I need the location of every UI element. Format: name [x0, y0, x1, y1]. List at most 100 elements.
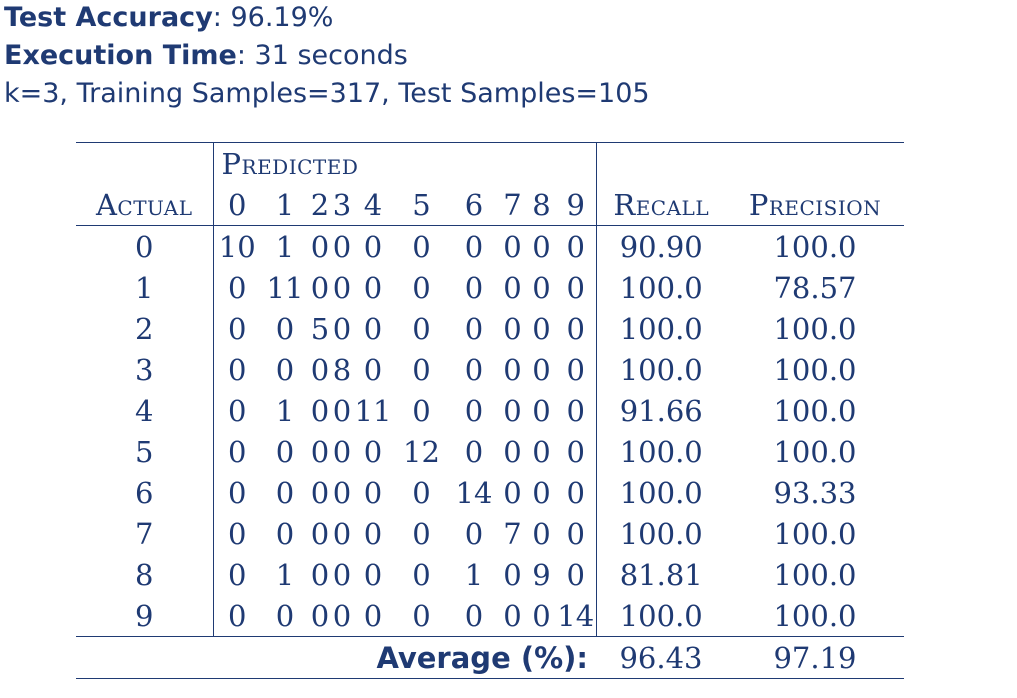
predicted-class-header: 2 — [310, 187, 330, 222]
count-cell: 0 — [503, 598, 522, 633]
count-cell: 0 — [363, 475, 383, 510]
count-cell: 0 — [412, 311, 431, 346]
count-cell: 0 — [310, 598, 330, 633]
average-recall: 96.43 — [596, 636, 726, 679]
test-accuracy-label: Test Accuracy — [4, 2, 213, 33]
count-cell: 0 — [331, 225, 353, 267]
count-cell: 0 — [532, 270, 551, 305]
precision-cell: 100.0 — [773, 393, 857, 428]
predicted-class-header: 9 — [566, 187, 585, 222]
predicted-class-header: 6 — [464, 187, 484, 222]
count-cell: 0 — [275, 516, 295, 551]
count-cell: 0 — [212, 267, 261, 308]
count-cell: 0 — [532, 393, 551, 428]
count-cell: 0 — [332, 393, 352, 428]
count-cell: 0 — [212, 349, 261, 390]
predicted-header: Predicted — [212, 142, 596, 184]
precision-cell: 100.0 — [773, 598, 857, 633]
precision-header: Precision — [748, 187, 882, 222]
count-cell: 0 — [353, 225, 393, 267]
count-cell: 0 — [363, 516, 383, 551]
recall-header: Recall — [595, 184, 726, 226]
count-cell: 14 — [455, 475, 493, 510]
recall-cell: 100.0 — [595, 513, 726, 554]
count-cell: 0 — [566, 311, 585, 346]
count-cell: 0 — [464, 270, 484, 305]
precision-cell: 100.0 — [773, 557, 857, 592]
count-cell: 0 — [556, 225, 596, 267]
count-cell: 0 — [503, 557, 522, 592]
precision-cell: 100.0 — [773, 311, 857, 346]
predicted-class-header: 7 — [503, 187, 522, 222]
count-cell: 0 — [212, 595, 261, 637]
precision-cell: 78.57 — [773, 270, 857, 305]
count-cell: 0 — [412, 557, 431, 592]
count-cell: 0 — [464, 598, 484, 633]
predicted-class-header: 0 — [212, 184, 261, 226]
count-cell: 0 — [332, 434, 352, 469]
table-row: 7 0 0 0 0 0 0 0 7 0 0 100.0 100.0 — [76, 513, 904, 554]
count-cell: 0 — [363, 311, 383, 346]
count-cell: 0 — [332, 516, 352, 551]
count-cell: 0 — [332, 557, 352, 592]
count-cell: 0 — [464, 393, 484, 428]
count-cell: 0 — [275, 352, 295, 387]
count-cell: 0 — [532, 434, 551, 469]
predicted-header-row: Predicted — [76, 142, 904, 184]
table-row: 9 0 0 0 0 0 0 0 0 0 14 100.0 100.0 — [76, 595, 904, 637]
count-cell: 0 — [310, 352, 330, 387]
precision-cell: 100.0 — [773, 434, 857, 469]
count-cell: 0 — [566, 393, 585, 428]
count-cell: 0 — [412, 393, 431, 428]
count-cell: 11 — [354, 393, 392, 428]
count-cell: 0 — [503, 393, 522, 428]
execution-time-line: Execution Time: 31 seconds — [4, 42, 408, 69]
recall-cell: 100.0 — [595, 308, 726, 349]
count-cell: 8 — [332, 352, 352, 387]
count-cell: 0 — [363, 598, 383, 633]
count-cell: 0 — [464, 516, 484, 551]
actual-class-cell: 7 — [135, 516, 154, 551]
count-cell: 0 — [532, 352, 551, 387]
count-cell: 0 — [310, 270, 330, 305]
count-cell: 0 — [566, 270, 585, 305]
actual-class-cell: 2 — [135, 311, 154, 346]
blank-corner-cell — [76, 142, 213, 184]
count-cell: 0 — [450, 225, 498, 267]
table-row: 0 10 1 0 0 0 0 0 0 0 0 90.90 100.0 — [76, 225, 904, 267]
column-header-row: Actual 0 1 2 3 4 5 6 7 8 9 Recall Precision — [76, 184, 904, 226]
count-cell: 0 — [309, 225, 331, 267]
actual-class-cell: 1 — [135, 270, 154, 305]
precision-cell: 93.33 — [773, 475, 857, 510]
count-cell: 0 — [532, 475, 551, 510]
recall-cell: 91.66 — [595, 390, 726, 431]
count-cell: 1 — [464, 557, 484, 592]
table-row: 4 0 1 0 0 11 0 0 0 0 0 91.66 100.0 — [76, 390, 904, 431]
table-row: 6 0 0 0 0 0 0 14 0 0 0 100.0 93.33 — [76, 472, 904, 513]
count-cell: 0 — [566, 352, 585, 387]
count-cell: 5 — [310, 311, 330, 346]
actual-class-cell: 9 — [135, 598, 154, 633]
average-row: Average (%): 96.43 97.19 — [76, 636, 904, 679]
count-cell: 0 — [332, 475, 352, 510]
count-cell: 0 — [503, 352, 522, 387]
count-cell: 0 — [503, 270, 522, 305]
recall-cell: 100.0 — [595, 472, 726, 513]
count-cell: 14 — [557, 598, 595, 633]
count-cell: 0 — [498, 225, 527, 267]
recall-cell: 100.0 — [595, 349, 726, 390]
table-row: 2 0 0 5 0 0 0 0 0 0 0 100.0 100.0 — [76, 308, 904, 349]
recall-cell: 100.0 — [595, 431, 726, 472]
average-precision: 97.19 — [726, 636, 904, 679]
count-cell: 0 — [275, 475, 295, 510]
table-row: 8 0 1 0 0 0 0 1 0 9 0 81.81 100.0 — [76, 554, 904, 595]
recall-cell: 100.0 — [595, 267, 726, 308]
actual-class-cell: 6 — [135, 475, 154, 510]
count-cell: 0 — [212, 431, 261, 472]
count-cell: 12 — [403, 434, 440, 469]
count-cell: 0 — [464, 434, 484, 469]
recall-cell: 90.90 — [595, 225, 726, 267]
predicted-class-header: 5 — [412, 187, 431, 222]
recall-cell: 81.81 — [595, 554, 726, 595]
parameters-line: k=3, Training Samples=317, Test Samples=… — [4, 78, 650, 109]
